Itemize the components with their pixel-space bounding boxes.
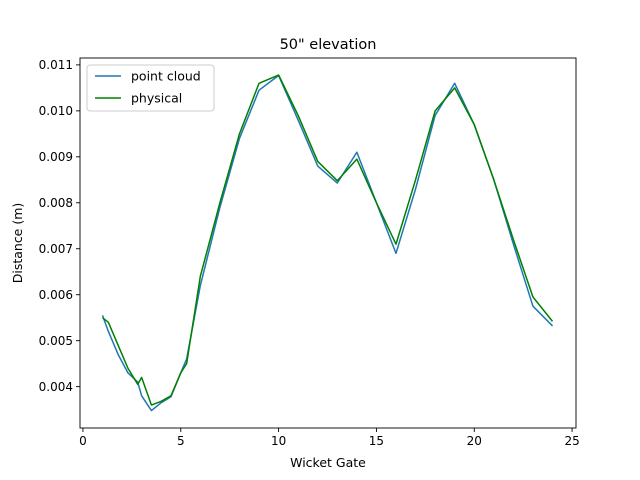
y-tick-label: 0.008: [39, 196, 73, 210]
axes-frame: [79, 57, 577, 429]
legend-label-point-cloud: point cloud: [131, 69, 201, 84]
y-tick-label: 0.009: [39, 150, 73, 164]
x-tick-label: 25: [564, 434, 579, 448]
y-axis: 0.004 0.005 0.006 0.007 0.008 0.009 0.010 0.011: [39, 58, 80, 394]
y-axis-label: Distance (m): [10, 203, 25, 284]
x-tick-label: 20: [467, 434, 482, 448]
y-tick-label: 0.005: [39, 334, 73, 348]
x-tick-label: 15: [369, 434, 384, 448]
y-tick-label: 0.006: [39, 288, 73, 302]
y-tick-label: 0.007: [39, 242, 73, 256]
plot-area: [101, 74, 554, 412]
x-tick-label: 5: [177, 434, 185, 448]
legend: point cloud physical: [86, 64, 215, 112]
y-tick-label: 0.011: [39, 58, 73, 72]
x-axis-label: Wicket Gate: [290, 455, 366, 470]
series-line-point-cloud: [101, 74, 554, 412]
x-tick-label: 10: [271, 434, 286, 448]
y-tick-label: 0.010: [39, 104, 73, 118]
series-line-physical: [102, 74, 554, 406]
chart-title: 50" elevation: [280, 37, 377, 53]
y-tick-label: 0.004: [39, 380, 73, 394]
legend-label-physical: physical: [131, 91, 182, 106]
x-tick-label: 0: [79, 434, 87, 448]
x-axis: 0 5 10 15 20 25: [79, 428, 580, 448]
